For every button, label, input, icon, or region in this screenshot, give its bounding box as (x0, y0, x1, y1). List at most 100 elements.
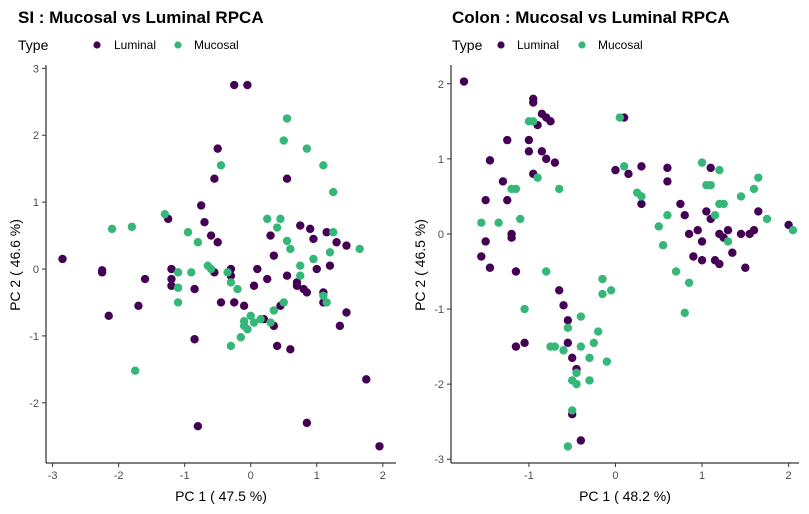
si-panel: SI : Mucosal vs Luminal RPCA Type Lumina… (7, 8, 396, 504)
si-mucosal-point (296, 271, 305, 280)
colon-mucosal-point (533, 173, 542, 182)
si-luminal-point (375, 442, 384, 451)
si-mucosal-point (173, 298, 183, 307)
colon-mucosal-point (637, 192, 646, 201)
si-x-tick-label: -3 (48, 470, 58, 482)
colon-luminal-point (637, 162, 646, 171)
colon-y-tick-label: 1 (438, 154, 444, 166)
colon-mucosal-point (477, 218, 486, 227)
colon-luminal-point (481, 195, 490, 205)
colon-legend-mucosal-key (578, 41, 586, 49)
colon-luminal-point (676, 199, 685, 209)
colon-chart-title: Colon : Mucosal vs Luminal RPCA (452, 8, 730, 27)
si-luminal-point (190, 335, 199, 344)
si-mucosal-point (286, 244, 295, 254)
colon-luminal-point (524, 147, 534, 156)
si-x-tick-label: -1 (180, 470, 190, 482)
colon-luminal-point (485, 263, 495, 272)
si-luminal-point (269, 251, 279, 260)
si-mucosal-point (296, 261, 305, 270)
colon-mucosal-point (555, 184, 564, 194)
si-mucosal-point (236, 333, 246, 342)
si-luminal-point (140, 274, 150, 284)
colon-luminal-point (693, 226, 702, 235)
colon-mucosal-point (576, 312, 586, 321)
si-mucosal-point (282, 236, 292, 246)
si-luminal-point (282, 271, 292, 280)
colon-mucosal-point (684, 278, 694, 287)
colon-y-tick-label: -3 (434, 454, 444, 466)
colon-legend-title: Type (452, 37, 483, 53)
si-luminal-point (58, 254, 67, 264)
colon-mucosal-point (529, 117, 538, 126)
colon-y-tick-label: -1 (434, 304, 444, 316)
colon-mucosal-point (754, 173, 763, 182)
colon-y-axis-label: PC 2 ( 46.5 %) (412, 219, 428, 311)
si-luminal-point (263, 274, 272, 284)
si-mucosal-point (256, 314, 265, 324)
colon-luminal-point (715, 259, 724, 269)
colon-mucosal-point (563, 323, 573, 333)
si-legend-luminal-label: Luminal (114, 38, 156, 52)
si-mucosal-point (107, 224, 117, 234)
si-mucosal-point (329, 228, 338, 237)
colon-y-tick-label: 2 (438, 79, 444, 91)
si-mucosal-point (246, 311, 255, 321)
si-y-tick-label: -2 (29, 398, 39, 410)
si-luminal-point (332, 238, 341, 247)
colon-mucosal-point (598, 289, 607, 299)
colon-mucosal-point (572, 368, 581, 378)
colon-mucosal-point (710, 210, 720, 220)
si-mucosal-point (130, 366, 140, 375)
si-mucosal-point (193, 238, 203, 247)
si-x-tick-label: 2 (380, 470, 386, 482)
si-mucosal-point (263, 214, 272, 224)
colon-x-axis-label: PC 1 ( 48.2 %) (579, 488, 671, 504)
si-luminal-point (309, 234, 318, 244)
colon-luminal-point (697, 237, 707, 246)
colon-luminal-point (503, 135, 512, 145)
colon-mucosal-point (680, 308, 689, 318)
colon-x-tick-label: 2 (786, 470, 792, 482)
si-mucosal-point (279, 298, 288, 307)
si-luminal-point (216, 298, 226, 307)
colon-mucosal-point (723, 237, 733, 246)
si-mucosal-point (279, 136, 288, 145)
colon-x-tick-label: -1 (524, 470, 534, 482)
si-mucosal-point (355, 244, 364, 254)
colon-luminal-point (736, 229, 746, 239)
colon-luminal-point (520, 338, 529, 348)
si-luminal-point (296, 221, 305, 230)
colon-mucosal-point (719, 199, 728, 209)
colon-mucosal-point (542, 267, 551, 276)
si-mucosal-point (319, 161, 328, 170)
si-luminal-point (302, 418, 312, 428)
colon-mucosal-point (494, 218, 503, 227)
colon-luminal-point (542, 154, 551, 164)
colon-y-tick-label: -2 (434, 379, 444, 391)
colon-mucosal-point (563, 442, 573, 451)
si-mucosal-point (302, 144, 312, 153)
colon-mucosal-point (516, 214, 525, 224)
colon-luminal-point (754, 207, 763, 216)
si-x-tick-label: 1 (314, 470, 320, 482)
colon-mucosal-point (511, 184, 521, 194)
si-mucosal-point (249, 318, 259, 327)
colon-mucosal-point (589, 338, 599, 348)
colon-mucosal-point (663, 210, 672, 220)
colon-mucosal-point (550, 342, 560, 351)
colon-luminal-point (459, 77, 469, 86)
si-luminal-point (266, 231, 275, 240)
si-luminal-point (190, 284, 199, 294)
colon-mucosal-point (559, 346, 568, 355)
colon-luminal-point (567, 353, 577, 363)
si-mucosal-point (183, 228, 193, 237)
si-luminal-point (167, 274, 176, 284)
si-mucosal-point (223, 268, 232, 277)
colon-luminal-point (723, 226, 733, 235)
colon-mucosal-point (658, 241, 668, 250)
si-luminal-point (196, 201, 206, 210)
si-y-axis-label: PC 2 ( 46.6 %) (7, 219, 23, 311)
si-mucosal-point (127, 222, 137, 232)
colon-mucosal-point (593, 327, 603, 336)
